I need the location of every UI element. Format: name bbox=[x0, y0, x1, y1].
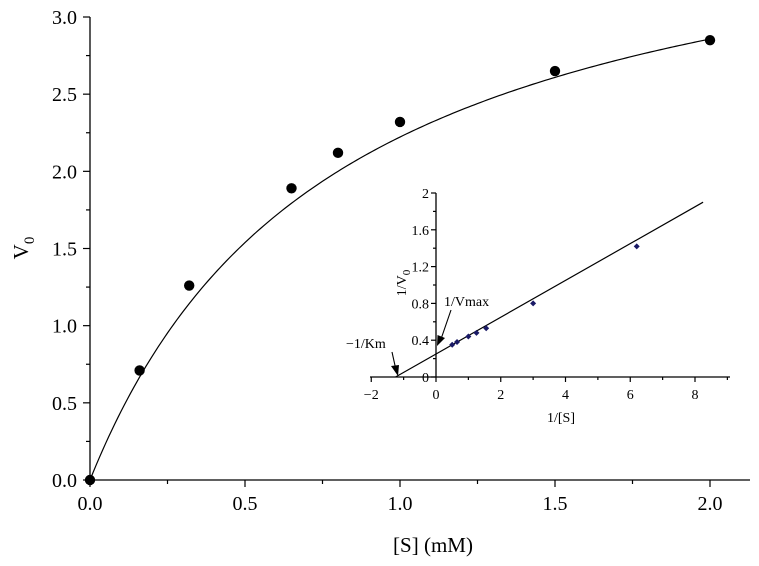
main-x-tick-label: 1.0 bbox=[388, 493, 413, 515]
main-data-point bbox=[184, 280, 195, 291]
inset-y-axis-label-sub: 0 bbox=[401, 269, 413, 275]
main-x-tick-label: 2.0 bbox=[698, 493, 723, 515]
main-x-axis-label: [S] (mM) bbox=[393, 533, 473, 557]
inset-y-tick-label: 0.4 bbox=[412, 334, 430, 349]
inset-x-tick-label: 2 bbox=[497, 388, 504, 403]
inset-y-tick-label: 0 bbox=[422, 371, 429, 386]
main-y-tick-label: 2.0 bbox=[52, 161, 77, 183]
inset-y-tick-label: 0.8 bbox=[412, 297, 430, 312]
main-y-tick-label: 1.0 bbox=[52, 316, 77, 338]
main-data-point bbox=[549, 65, 561, 77]
main-y-tick-label: 1.5 bbox=[52, 239, 77, 261]
inset-data-point bbox=[449, 341, 456, 348]
inset-x-tick-label: 6 bbox=[627, 388, 634, 403]
inset-y-axis-label: 1/V0 bbox=[395, 269, 413, 296]
main-x-tick-label: 1.5 bbox=[543, 493, 568, 515]
main-data-point bbox=[704, 34, 716, 46]
annotation-km-arrowhead bbox=[391, 365, 399, 376]
inset-data-point bbox=[483, 325, 490, 332]
main-y-tick-label: 0.0 bbox=[52, 470, 77, 492]
inset-x-tick-label: 4 bbox=[562, 388, 569, 403]
main-y-tick-label: 0.5 bbox=[52, 393, 77, 415]
main-ticks: 0.0 0.5 1.0 1.5 2.0 0.0 0.5 1.0 1.5 2.0 2.5 3.0 bbox=[52, 7, 723, 515]
main-data-point bbox=[332, 147, 344, 159]
main-data-point bbox=[286, 183, 297, 194]
main-x-tick-label: 0.5 bbox=[233, 493, 258, 515]
main-data-point bbox=[134, 365, 145, 376]
main-y-axis-label-main: V bbox=[9, 244, 33, 259]
inset-x-tick-label: 8 bbox=[692, 388, 699, 403]
inset-data-point bbox=[465, 333, 472, 340]
annotation-km: −1/Km bbox=[346, 337, 386, 352]
main-y-tick-label: 2.5 bbox=[52, 84, 77, 106]
inset-data-point bbox=[530, 300, 537, 307]
inset-y-tick-label: 2 bbox=[422, 187, 429, 202]
main-plot: 0.0 0.5 1.0 1.5 2.0 0.0 0.5 1.0 1.5 2.0 2.5 3.0 [S]… bbox=[9, 7, 750, 557]
inset-data-points bbox=[449, 243, 640, 348]
main-y-axis-label: V0 bbox=[9, 237, 38, 260]
inset-ticks: −2 0 2 4 6 8 0 0.4 0.8 1.2 1.6 2 bbox=[364, 187, 728, 403]
main-fit-curve bbox=[89, 38, 711, 481]
annotation-vmax: 1/Vmax bbox=[444, 295, 489, 310]
inset-x-axis-label: 1/[S] bbox=[547, 411, 575, 426]
inset-plot: −2 0 2 4 6 800.40.81.21.62 1/[S] 1/V0 1/Vmax … bbox=[346, 187, 730, 426]
main-data-point bbox=[394, 116, 406, 128]
main-x-tick-label: 0.0 bbox=[78, 493, 103, 515]
inset-y-tick-label: 1.2 bbox=[412, 261, 430, 276]
annotation-vmax-arrowhead bbox=[437, 335, 445, 346]
main-data-point bbox=[84, 474, 96, 486]
inset-x-tick-label: −2 bbox=[364, 388, 379, 403]
main-y-axis-label-sub: 0 bbox=[22, 237, 38, 245]
inset-data-point bbox=[633, 243, 640, 250]
main-data-points bbox=[84, 34, 716, 486]
inset-y-axis-label-main: 1/V bbox=[395, 275, 410, 296]
inset-x-tick-label: 0 bbox=[433, 388, 440, 403]
inset-data-point bbox=[454, 339, 461, 346]
annotation-vmax-arrow bbox=[439, 309, 452, 343]
main-y-tick-label: 3.0 bbox=[52, 7, 77, 29]
inset-data-point bbox=[473, 329, 480, 336]
inset-y-tick-label: 1.6 bbox=[412, 224, 430, 239]
inset-fit-line bbox=[395, 201, 704, 378]
